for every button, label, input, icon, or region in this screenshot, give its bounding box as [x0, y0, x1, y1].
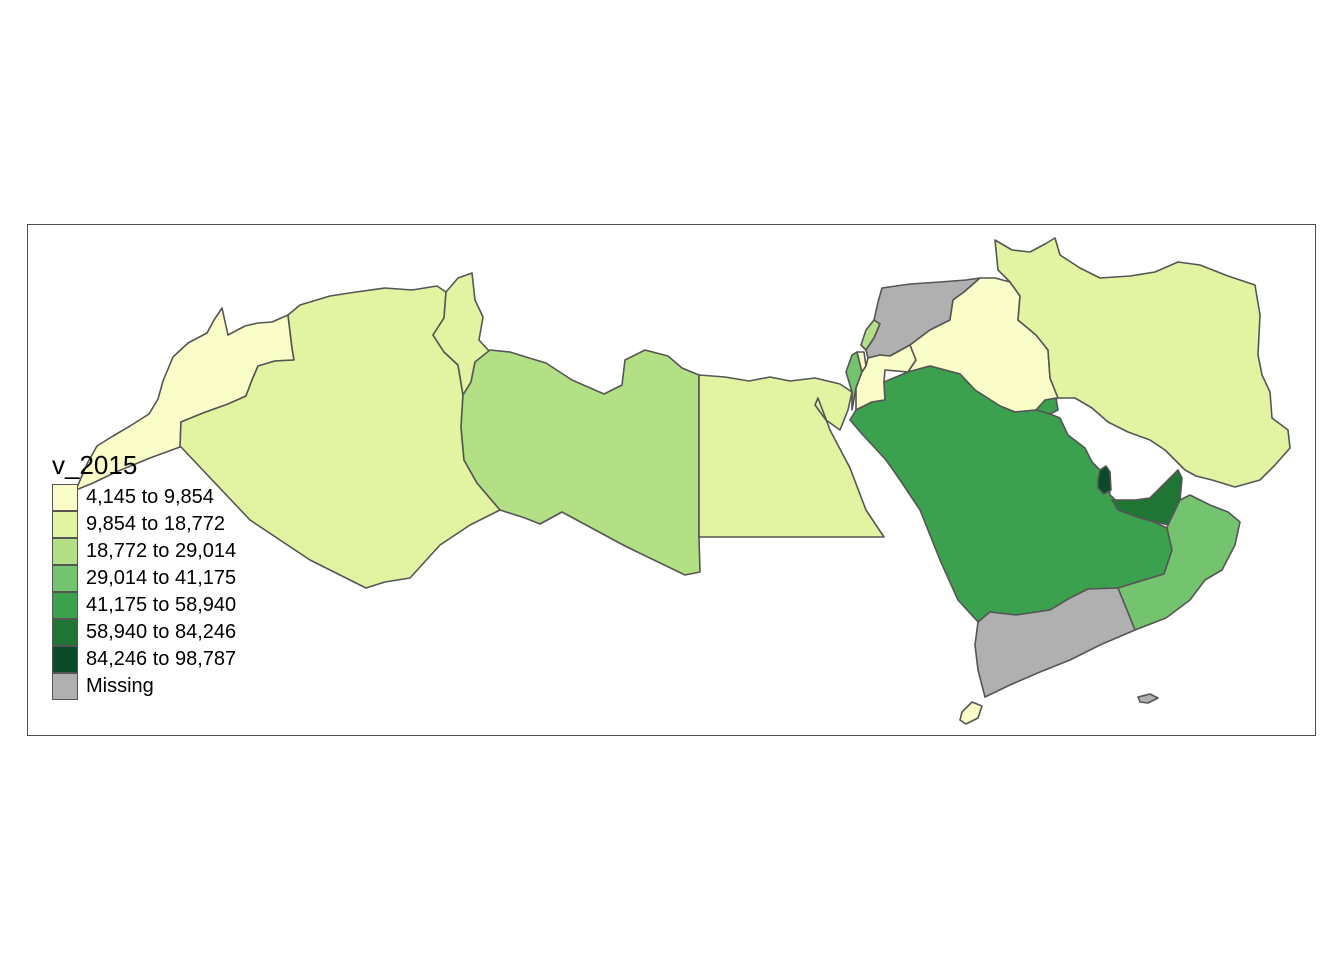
country-uae	[1111, 469, 1183, 526]
legend-swatch	[52, 564, 78, 592]
legend-item: 4,145 to 9,854	[52, 484, 236, 511]
legend-item: 41,175 to 58,940	[52, 591, 237, 619]
country-yemen	[974, 587, 1136, 698]
legend-swatch	[52, 484, 78, 511]
legend-items: 4,145 to 9,854 9,854 to 18,772 18,772 to…	[52, 484, 236, 700]
legend-swatch	[52, 645, 78, 673]
country-socotra	[1137, 693, 1159, 704]
legend-label: 29,014 to 41,175	[86, 567, 237, 589]
legend-swatch	[52, 537, 78, 565]
legend-item: 18,772 to 29,014	[52, 537, 237, 565]
country-qatar	[1097, 465, 1112, 495]
legend-swatch	[52, 591, 78, 619]
legend-label: Missing	[86, 675, 154, 697]
legend-title: v_2015	[52, 450, 138, 480]
legend-item: 84,246 to 98,787	[52, 645, 237, 673]
legend-label: 41,175 to 58,940	[86, 594, 237, 616]
legend-label: 4,145 to 9,854	[86, 486, 214, 508]
legend-label: 58,940 to 84,246	[86, 621, 237, 643]
country-jordan	[855, 344, 917, 411]
map-frame	[27, 224, 1316, 736]
country-djibouti	[959, 701, 983, 725]
country-iran	[994, 237, 1291, 488]
legend-label: 18,772 to 29,014	[86, 540, 237, 562]
country-algeria	[179, 285, 501, 589]
legend-item: 58,940 to 84,246	[52, 618, 237, 646]
legend-swatch	[52, 510, 78, 538]
country-libya	[460, 349, 701, 576]
legend-label: 84,246 to 98,787	[86, 648, 237, 670]
country-egypt	[698, 374, 885, 539]
country-oman	[1117, 494, 1241, 631]
legend-item: 29,014 to 41,175	[52, 564, 237, 592]
legend-item: 9,854 to 18,772	[52, 510, 236, 538]
legend: v_2015 4,145 to 9,854 9,854 to 18,772 18…	[52, 450, 236, 700]
legend-swatch	[52, 672, 78, 700]
legend-swatch	[52, 618, 78, 646]
legend-item: Missing	[52, 672, 236, 700]
legend-label: 9,854 to 18,772	[86, 513, 226, 535]
